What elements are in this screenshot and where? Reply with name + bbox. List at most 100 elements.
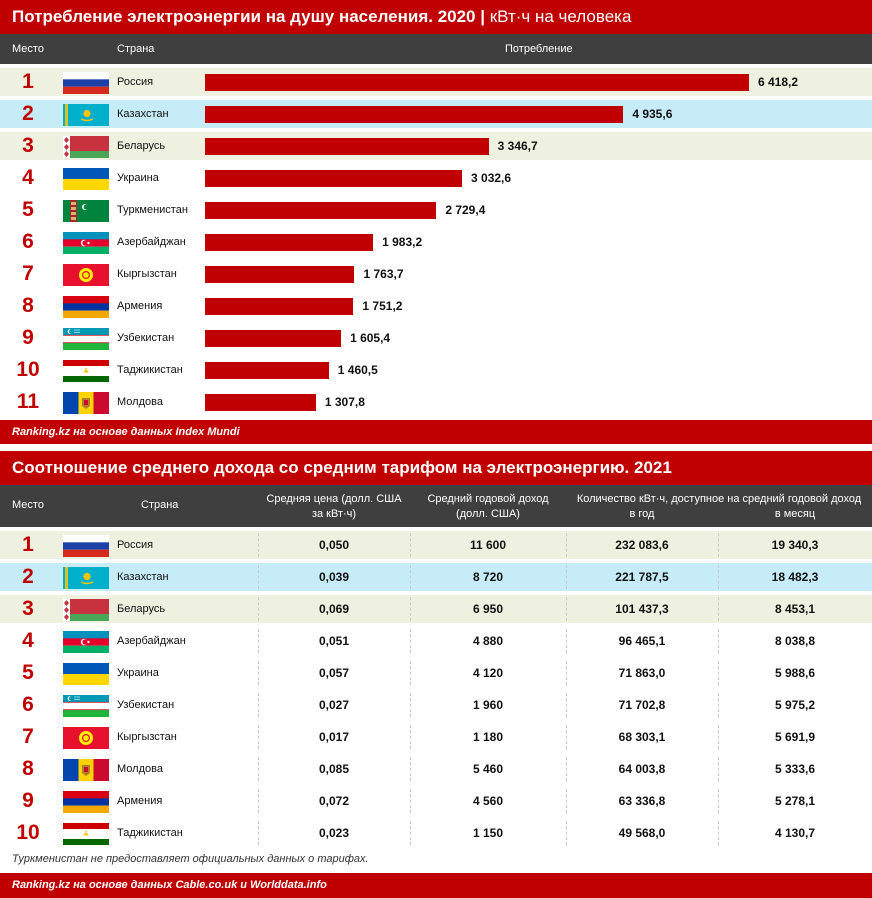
consumption-bar (205, 202, 437, 219)
column-divider (566, 565, 567, 589)
income-cell: 6 950 (472, 602, 504, 616)
column-divider (718, 693, 719, 717)
kwh-per-month-cell: 5 691,9 (774, 730, 816, 744)
country-name: Казахстан (117, 108, 169, 120)
chart2-title-bar: Соотношение среднего дохода со средним т… (0, 451, 872, 485)
bar-value-label: 3 346,7 (497, 139, 538, 153)
kwh-per-year-cell: 221 787,5 (615, 570, 669, 584)
bar-row: 6 Азербайджан 1 983,2 (0, 228, 872, 256)
belarus-flag-icon (63, 136, 109, 158)
price-cell: 0,085 (318, 762, 350, 776)
col2-income-line2: (долл. США) (456, 508, 520, 520)
kwh-per-month-cell: 5 333,6 (774, 762, 816, 776)
rank-number: 10 (16, 358, 40, 381)
column-divider (718, 565, 719, 589)
table-row: 1 Россия 0,050 11 600 232 083,6 19 340,3 (0, 531, 872, 559)
rank-number: 7 (22, 725, 34, 748)
rank-number: 6 (22, 230, 34, 253)
kwh-per-year-cell: 63 336,8 (618, 794, 666, 808)
bar-value-label: 1 983,2 (382, 235, 423, 249)
bar-value-label: 6 418,2 (758, 75, 799, 89)
rank-number: 4 (22, 166, 34, 189)
table-row: 3 Беларусь 0,069 6 950 101 437,3 8 453,1 (0, 595, 872, 623)
kwh-per-year-cell: 96 465,1 (618, 634, 666, 648)
rank-number: 3 (22, 134, 34, 157)
income-cell: 4 120 (472, 666, 504, 680)
column-divider (718, 821, 719, 845)
income-cell: 1 150 (472, 826, 504, 840)
column-divider (410, 597, 411, 621)
rank-number: 2 (22, 565, 34, 588)
consumption-bar (205, 234, 374, 251)
russia-flag-icon (63, 535, 109, 557)
column-divider (258, 693, 259, 717)
kwh-per-year-cell: 64 003,8 (618, 762, 666, 776)
country-name: Узбекистан (117, 699, 175, 711)
title-separator: | (480, 7, 490, 26)
bar-value-label: 1 751,2 (362, 299, 403, 313)
column-divider (718, 661, 719, 685)
price-cell: 0,027 (318, 698, 350, 712)
price-cell: 0,072 (318, 794, 350, 808)
income-cell: 4 880 (472, 634, 504, 648)
kwh-per-month-cell: 4 130,7 (774, 826, 816, 840)
bar-value-label: 4 935,6 (632, 107, 673, 121)
turkmenistan-flag-icon (63, 200, 109, 222)
column-divider (410, 725, 411, 749)
price-cell: 0,057 (318, 666, 350, 680)
column-divider (258, 789, 259, 813)
country-name: Кыргызстан (117, 731, 177, 743)
price-cell: 0,051 (318, 634, 350, 648)
price-cell: 0,039 (318, 570, 350, 584)
tajikistan-flag-icon (63, 823, 109, 845)
income-cell: 1 960 (472, 698, 504, 712)
rank-number: 2 (22, 102, 34, 125)
country-name: Азербайджан (117, 635, 186, 647)
column-divider (718, 757, 719, 781)
rank-number: 5 (22, 198, 34, 221)
table-row: 7 Кыргызстан 0,017 1 180 68 303,1 5 691,9 (0, 723, 872, 751)
column-divider (258, 597, 259, 621)
col-place: Место (12, 43, 44, 55)
bar-row: 3 Беларусь 3 346,7 (0, 132, 872, 160)
bar-row: 10 Таджикистан 1 460,5 (0, 356, 872, 384)
country-name: Украина (117, 667, 159, 679)
chart1-title-bar: Потребление электроэнергии на душу насел… (0, 0, 872, 34)
kazakhstan-flag-icon (63, 567, 109, 589)
moldova-flag-icon (63, 759, 109, 781)
chart2-header: Место Страна Средняя цена (долл. США за … (0, 485, 872, 527)
table-row: 5 Украина 0,057 4 120 71 863,0 5 988,6 (0, 659, 872, 687)
armenia-flag-icon (63, 791, 109, 813)
col2-price-line1: Средняя цена (долл. США (266, 493, 402, 505)
kwh-per-month-cell: 18 482,3 (771, 570, 819, 584)
income-cell: 1 180 (472, 730, 504, 744)
col-country: Страна (117, 43, 155, 55)
column-divider (410, 757, 411, 781)
column-divider (258, 725, 259, 749)
table-row: 4 Азербайджан 0,051 4 880 96 465,1 8 038,8 (0, 627, 872, 655)
consumption-bar (205, 170, 463, 187)
russia-flag-icon (63, 72, 109, 94)
consumption-bar (205, 330, 342, 347)
rank-number: 7 (22, 262, 34, 285)
consumption-bar (205, 298, 354, 315)
bar-row: 5 Туркменистан 2 729,4 (0, 196, 872, 224)
kwh-per-year-cell: 49 568,0 (618, 826, 666, 840)
column-divider (258, 533, 259, 557)
tajikistan-flag-icon (63, 360, 109, 382)
column-divider (410, 629, 411, 653)
uzbekistan-flag-icon (63, 695, 109, 717)
kwh-per-year-cell: 101 437,3 (615, 602, 669, 616)
column-divider (566, 597, 567, 621)
country-name: Украина (117, 172, 159, 184)
col2-kwh-header: Количество кВт·ч, доступное на средний г… (576, 493, 862, 505)
kwh-per-year-cell: 68 303,1 (618, 730, 666, 744)
bar-row: 7 Кыргызстан 1 763,7 (0, 260, 872, 288)
country-name: Россия (117, 76, 154, 88)
column-divider (258, 629, 259, 653)
bar-value-label: 1 307,8 (324, 395, 365, 409)
income-cell: 5 460 (472, 762, 504, 776)
column-divider (718, 789, 719, 813)
price-cell: 0,017 (318, 730, 350, 744)
country-name: Туркменистан (117, 204, 188, 216)
